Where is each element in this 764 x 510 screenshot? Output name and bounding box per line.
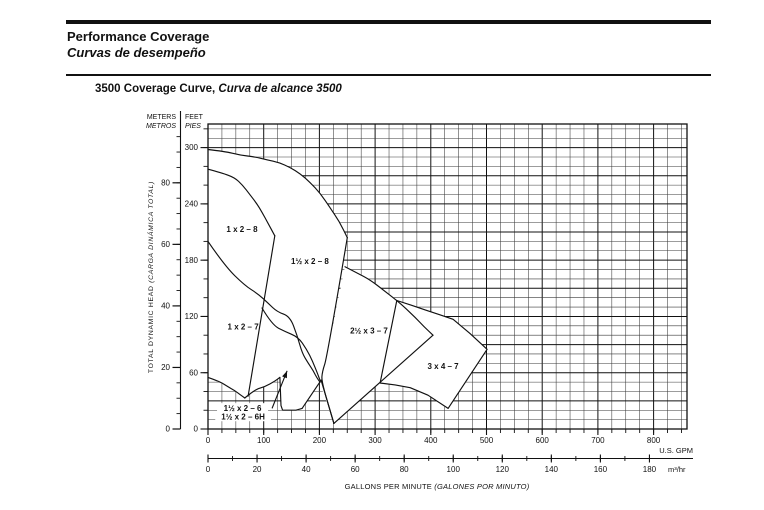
meters-tick-label: 0 xyxy=(166,425,171,434)
curve-env-v-left-edge xyxy=(320,379,335,424)
feet-tick-label: 60 xyxy=(189,368,198,377)
m3hr-tick-label: 140 xyxy=(545,465,559,474)
chart-heading: 3500 Coverage Curve, Curva de alcance 35… xyxy=(95,83,342,95)
y-axis-title: TOTAL DYNAMIC HEAD (CARGA DINÁMICA TOTAL… xyxy=(146,181,155,373)
m3hr-tick-label: 100 xyxy=(447,465,461,474)
x-axis-title: GALLONS PER MINUTE (GALONES POR MINUTO) xyxy=(345,482,530,491)
pies-header: PIES xyxy=(185,123,201,130)
plot-border xyxy=(207,123,688,430)
m3hr-tick-label: 80 xyxy=(400,465,409,474)
region-label: 1½ x 2 – 6H xyxy=(221,413,265,422)
m3hr-tick-label: 40 xyxy=(302,465,311,474)
chart-heading-en: 3500 Coverage Curve, xyxy=(95,83,216,95)
region-label: 1 x 2 – 7 xyxy=(228,323,260,332)
region-label: 1½ x 2 – 6 xyxy=(224,404,262,413)
gpm-tick-label: 700 xyxy=(591,436,605,445)
curve-env-1.5x2-6-pocket xyxy=(279,376,303,411)
y-axis: 0 60 120 180 240 300 0 20 40 60 80 METERS METROS FEET… xyxy=(146,111,209,434)
region-labels: 1 x 2 – 8 1½ x 2 – 8 1 x 2 – 7 2½ x 3 – 7 3 … xyxy=(215,225,459,422)
fill-envelope-3x4-7 xyxy=(380,300,488,409)
gpm-tick-label: 100 xyxy=(257,436,271,445)
curve-env-1x2-8-top xyxy=(207,168,276,237)
m3hr-tick-label: 0 xyxy=(206,465,211,474)
metros-header: METROS xyxy=(146,123,176,130)
curve-env-1x2-8-right xyxy=(247,235,276,397)
gpm-tick-label: 0 xyxy=(206,436,211,445)
m3hr-tick-label: 160 xyxy=(594,465,608,474)
page-title-en: Performance Coverage xyxy=(67,29,210,44)
mid-rule xyxy=(66,74,711,76)
region-label: 1 x 2 – 8 xyxy=(226,225,258,234)
feet-tick-label: 180 xyxy=(185,256,199,265)
label-bg xyxy=(215,411,271,422)
meters-tick-label: 60 xyxy=(161,240,170,249)
gpm-tick-label: 300 xyxy=(368,436,382,445)
feet-header: FEET xyxy=(185,114,204,121)
feet-tick-label: 120 xyxy=(185,312,199,321)
curve-env-small-rise xyxy=(301,379,322,409)
gpm-tick-label: 600 xyxy=(536,436,550,445)
leader-arrow xyxy=(271,370,288,409)
arrow-head-icon xyxy=(282,370,288,379)
m3hr-tick-label: 60 xyxy=(351,465,360,474)
feet-tick-label: 240 xyxy=(185,199,199,208)
m3hr-tick-label: 120 xyxy=(496,465,510,474)
fill-envelope-2.5x3-7 xyxy=(320,266,433,424)
m3hr-unit-label: m³/hr xyxy=(668,465,686,474)
curve-env-1.5x2-8-top xyxy=(207,148,348,239)
label-bg xyxy=(217,403,269,413)
meters-tick-label: 20 xyxy=(161,363,170,372)
m3hr-tick-label: 20 xyxy=(253,465,262,474)
page-title-es: Curvas de desempeño xyxy=(67,45,206,60)
curve-env-2.5x3-7-bottom xyxy=(333,334,434,424)
gpm-tick-label: 800 xyxy=(647,436,661,445)
curve-env-1.5x2-6h-top xyxy=(207,376,246,399)
region-label: 1½ x 2 – 8 xyxy=(291,257,329,266)
meters-tick-label: 80 xyxy=(161,178,170,187)
curve-env-small-mid xyxy=(244,376,281,399)
gpm-unit-label: U.S. GPM xyxy=(659,446,693,455)
gpm-tick-label: 500 xyxy=(480,436,494,445)
envelope-fills xyxy=(208,149,488,424)
meters-tick-label: 40 xyxy=(161,302,170,311)
envelope-curves xyxy=(207,148,488,424)
fill-union-left-envelopes xyxy=(208,149,348,424)
meters-header: METERS xyxy=(147,114,177,121)
region-label: 2½ x 3 – 7 xyxy=(350,326,388,335)
top-rule xyxy=(66,20,711,24)
curve-env-1x2-7-top xyxy=(207,240,321,383)
feet-tick-label: 300 xyxy=(185,143,199,152)
region-label: 3 x 4 – 7 xyxy=(427,362,459,371)
gpm-tick-label: 400 xyxy=(424,436,438,445)
feet-tick-label: 0 xyxy=(194,425,199,434)
curve-env-3x4-7-outline xyxy=(379,299,488,409)
gpm-tick-label: 200 xyxy=(313,436,327,445)
m3hr-tick-label: 180 xyxy=(643,465,657,474)
chart-heading-es: Curva de alcance 3500 xyxy=(215,83,342,95)
curve-env-1x2-7-bottom xyxy=(261,307,321,381)
